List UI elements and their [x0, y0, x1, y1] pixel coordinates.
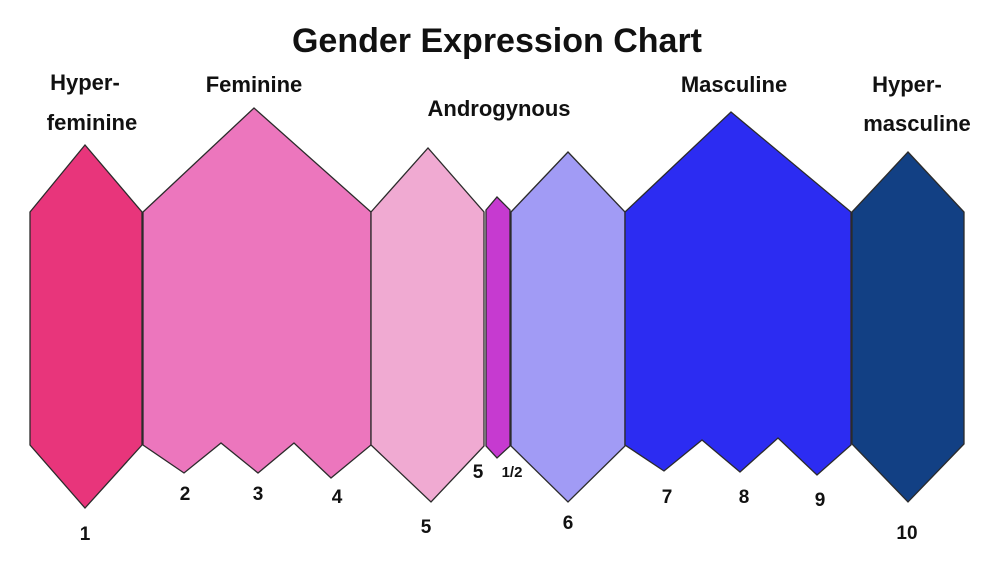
- scale-label-1: 1: [80, 524, 91, 545]
- segment-hyper-feminine: [29, 143, 143, 509]
- segment-androgynous-center: [485, 196, 511, 459]
- category-feminine-label: Feminine: [206, 72, 303, 97]
- category-masculine-label: Masculine: [681, 72, 787, 97]
- segment-androgynous-feminine: [370, 147, 485, 503]
- category-hyper-masculine-label: Hyper- masculine: [863, 72, 971, 136]
- category-hyper-masculine-line-2: masculine: [863, 111, 971, 136]
- chart-title: Gender Expression Chart: [292, 22, 702, 60]
- category-androgynous-label: Androgynous: [428, 96, 571, 121]
- scale-label-10: 10: [896, 523, 917, 544]
- scale-label-7: 7: [662, 487, 673, 508]
- category-hyper-feminine-line-2: feminine: [47, 110, 137, 135]
- category-feminine-line-1: Feminine: [206, 72, 303, 97]
- segment-masculine: [624, 111, 852, 476]
- scale-label-5-upper: 5: [473, 462, 484, 483]
- segment-hyper-masculine: [851, 151, 965, 503]
- scale-label-half: 1/2: [502, 464, 523, 481]
- category-hyper-feminine-label: Hyper- feminine: [47, 70, 137, 135]
- scale-label-3: 3: [253, 484, 264, 505]
- scale-label-9: 9: [815, 490, 826, 511]
- scale-label-5-lower: 5: [421, 517, 432, 538]
- segment-androgynous-masculine: [510, 151, 626, 503]
- scale-label-4: 4: [332, 487, 343, 508]
- category-hyper-feminine-line-1: Hyper-: [50, 70, 120, 95]
- category-masculine-line-1: Masculine: [681, 72, 787, 97]
- segment-feminine: [142, 107, 372, 479]
- scale-label-8: 8: [739, 487, 750, 508]
- category-hyper-masculine-line-1: Hyper-: [872, 72, 942, 97]
- category-androgynous-line-1: Androgynous: [428, 96, 571, 121]
- scale-label-6: 6: [563, 513, 574, 534]
- scale-label-2: 2: [180, 484, 191, 505]
